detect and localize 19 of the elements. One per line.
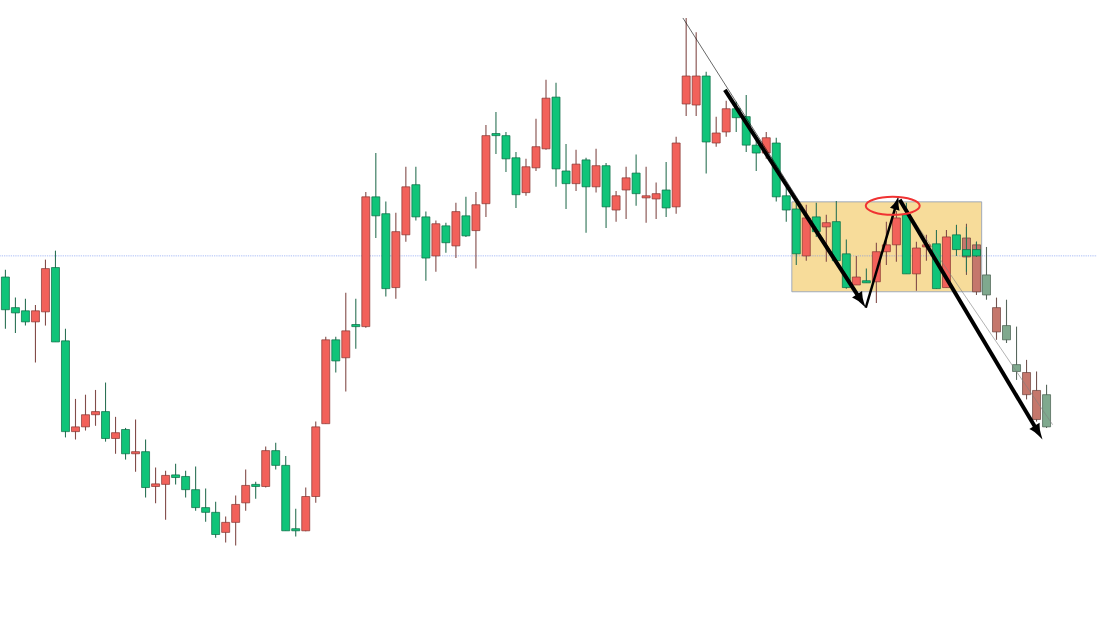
candlestick — [1002, 299, 1011, 344]
candlestick — [241, 469, 251, 512]
candlestick — [331, 336, 341, 374]
candlestick — [461, 196, 471, 238]
candlestick — [561, 143, 571, 210]
candlestick — [441, 222, 451, 254]
candlestick — [571, 149, 581, 192]
candlestick — [631, 154, 641, 207]
candlestick — [851, 255, 861, 286]
candlestick — [982, 246, 991, 301]
candlestick — [1012, 326, 1021, 381]
candlestick — [661, 161, 671, 218]
candlestick — [351, 298, 361, 350]
candlestick — [131, 419, 140, 473]
candlestick — [591, 148, 601, 194]
candlestick — [621, 166, 631, 220]
candlestick — [821, 214, 831, 263]
candlestick — [611, 190, 621, 223]
candlestick — [111, 416, 120, 455]
